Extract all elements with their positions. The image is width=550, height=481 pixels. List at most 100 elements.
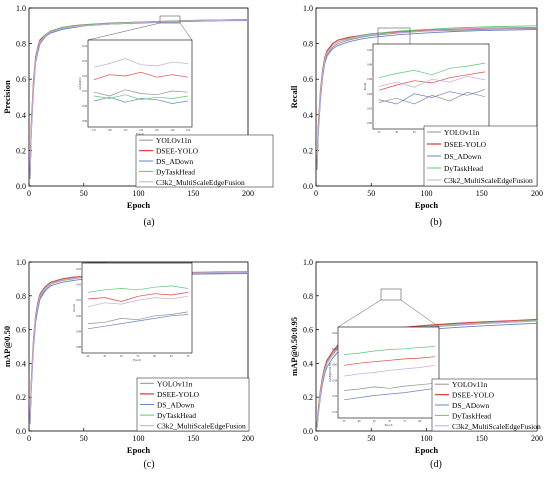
inset-x-tick-label: 65	[373, 420, 376, 423]
inset-y-tick-label: 0.93	[76, 268, 81, 271]
legend-label: C3k2_MultiScaleEdgeFusion	[444, 176, 533, 185]
inset-y-tick-label: 0.92	[82, 75, 87, 78]
zoom-region	[159, 15, 181, 24]
inset-x-tick-label: 135	[155, 129, 160, 132]
x-tick-label: 100	[133, 434, 145, 443]
x-tick-label: 100	[133, 189, 145, 198]
legend-label: DSEE-YOLO	[444, 140, 487, 149]
inset-x-tick-label: 130	[139, 129, 144, 132]
y-tick-label: 0.4	[303, 359, 313, 368]
inset-series-c3k2-multiscaleedgefusion	[378, 75, 486, 88]
y-tick-label: 0.6	[303, 326, 313, 335]
inset-frame	[337, 326, 440, 419]
panel-caption: (a)	[143, 217, 154, 228]
inset-y-tick-label: 0.92	[76, 284, 81, 287]
inset-x-tick-label: 45	[413, 131, 416, 134]
series-line-c3k2-multiscaleedgefusion	[316, 27, 538, 169]
inset-y-tick-label: 0.94	[82, 45, 87, 48]
inset-y-tick-label: 0.93	[82, 60, 87, 63]
legend-label: C3k2_MultiScaleEdgeFusion	[157, 422, 246, 431]
inset-x-tick-label: 125	[123, 129, 128, 132]
inset-series-dytaskhead	[87, 285, 189, 293]
x-tick-label: 150	[476, 189, 488, 198]
x-tick-label: 50	[80, 189, 88, 198]
y-tick-label: 0.8	[303, 40, 313, 49]
panel-a: 0 50 100 150 200 0.0 0.2 0.4 0.6 0.8 1.0 Epoch Preci…	[2, 4, 274, 228]
y-tick-label: 0.6	[16, 75, 26, 84]
inset-y-tick-label: 0.91	[82, 90, 87, 93]
legend-box	[423, 125, 538, 187]
x-tick-label: 0	[314, 434, 318, 443]
x-axis-label: Epoch	[415, 445, 438, 455]
inset-y-tick-label: 0.89	[76, 330, 81, 333]
legend: YOLOv11nDSEE-YOLODS_ADownDyTaskHeadC3k2_…	[423, 125, 538, 187]
inset-y-tick-label: 0.58	[332, 379, 337, 382]
inset-series-yolov11n	[378, 91, 486, 105]
inset-y-label: mAP@0.5:0.95	[328, 363, 332, 382]
inset-series-dsee-yolo	[378, 71, 486, 91]
inset-x-label: Epoch	[136, 132, 144, 136]
inset-series-yolov11n	[87, 311, 189, 324]
inset-x-tick-label: 115	[92, 129, 97, 132]
inset-chart: 556065707580850.640.620.600.580.560.54Ep…	[328, 326, 440, 427]
x-tick-label: 0	[314, 189, 318, 198]
legend-label: DSEE-YOLO	[157, 390, 200, 399]
y-axis-label: Precision	[2, 80, 12, 114]
legend-box	[136, 377, 250, 432]
y-tick-label: 0.8	[303, 292, 313, 301]
inset-series-c3k2-multiscaleedgefusion	[93, 58, 189, 68]
legend-label: DyTaskHead	[444, 164, 483, 173]
y-axis-label: mAP@0.50:0.95	[289, 317, 299, 376]
x-axis-label: Epoch	[127, 200, 150, 210]
inset-chart: 354045505560650.900.880.860.840.820.80Ep…	[363, 43, 490, 138]
x-tick-label: 50	[367, 189, 375, 198]
legend-label: DS_ADown	[157, 401, 194, 410]
legend-label: DyTaskHead	[156, 167, 195, 176]
legend-label: DS_ADown	[444, 152, 481, 161]
inset-y-tick-label: 0.56	[332, 395, 337, 398]
legend: YOLOv11nDSEE-YOLODS_ADownDyTaskHeadC3k2_…	[431, 378, 541, 432]
x-tick-label: 150	[187, 434, 199, 443]
y-tick-label: 0.0	[303, 182, 313, 191]
legend-label: DS_ADown	[452, 401, 489, 410]
inset-x-tick-label: 70	[187, 355, 190, 358]
inset-x-tick-label: 40	[87, 355, 90, 358]
y-tick-label: 0.2	[303, 393, 313, 402]
legend-box	[431, 378, 538, 432]
x-tick-label: 0	[27, 189, 31, 198]
inset-y-tick-label: 0.54	[332, 411, 337, 414]
legend-label: DyTaskHead	[157, 411, 196, 420]
inset-x-label: Epoch	[133, 358, 141, 362]
y-tick-label: 0.4	[303, 111, 313, 120]
inset-y-tick-label: 0.90	[367, 49, 372, 52]
inset-y-label: mAP@0.5	[78, 77, 82, 90]
inset-x-tick-label: 65	[170, 355, 173, 358]
panel-caption: (d)	[430, 459, 442, 470]
inset-y-tick-label: 0.84	[367, 93, 372, 96]
inset-y-tick-label: 0.80	[367, 122, 372, 125]
y-tick-label: 0.2	[16, 146, 26, 155]
legend-label: DSEE-YOLO	[156, 147, 199, 156]
x-tick-label: 150	[187, 189, 199, 198]
inset-x-tick-label: 40	[395, 131, 398, 134]
inset-y-tick-label: 0.91	[76, 299, 81, 302]
y-tick-label: 0.4	[16, 111, 26, 120]
panel-d: 0 50 100 150 200 0.0 0.2 0.4 0.6 0.8 1.0 Epoch mAP@0…	[289, 258, 543, 470]
inset-chart: 40 45 50 55 60 65 70 0.93 0.92 0.91 0.90 0.89 0.88 Ep…	[72, 262, 193, 362]
panel-caption: (c)	[143, 459, 154, 470]
y-tick-label: 0.0	[303, 427, 313, 436]
x-axis-label: Epoch	[415, 200, 438, 210]
inset-x-tick-label: 140	[170, 129, 175, 132]
inset-series-dytaskhead	[343, 346, 436, 355]
y-tick-label: 0.8	[16, 40, 26, 49]
inset-series-c3k2-multiscaleedgefusion	[87, 295, 189, 308]
legend: YOLOv11nDSEE-YOLODS_ADownDyTaskHeadC3k2_…	[136, 377, 250, 432]
x-tick-label: 200	[531, 434, 543, 443]
y-tick-label: 0.6	[303, 75, 313, 84]
inset-x-tick-label: 145	[186, 129, 191, 132]
inset-series-ds-adown	[87, 314, 189, 330]
x-tick-label: 100	[421, 434, 433, 443]
inset-series-dsee-yolo	[87, 292, 189, 302]
zoom-connector	[179, 22, 193, 41]
